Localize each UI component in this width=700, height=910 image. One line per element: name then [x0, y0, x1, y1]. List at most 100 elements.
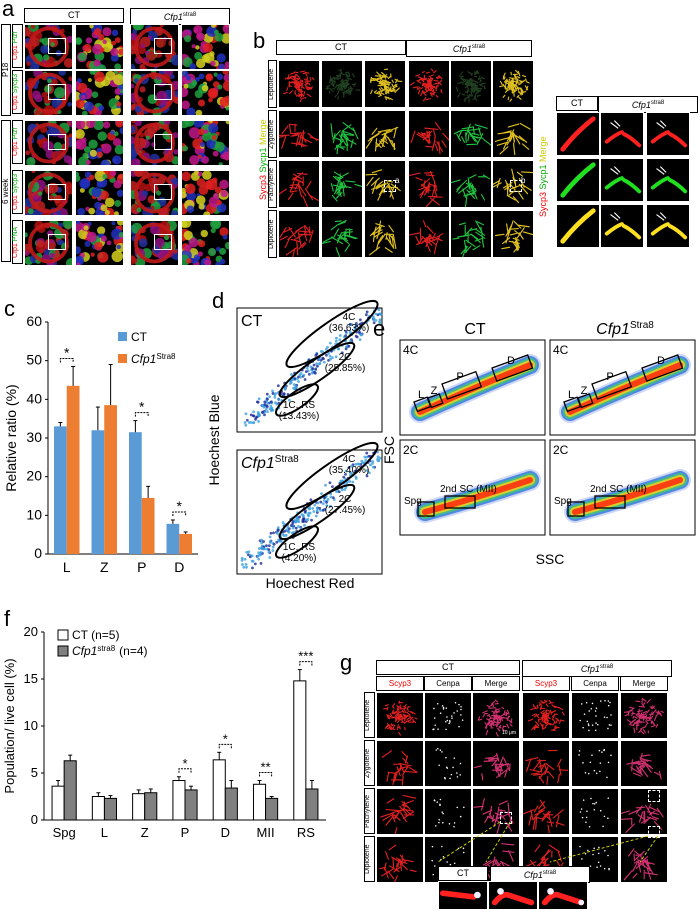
panel-e-flow-plot: 4C L Z P D [399, 339, 546, 436]
gate-name: 2nd SC (MII) [440, 484, 497, 495]
x-tick-label: D [174, 559, 184, 575]
panel-a-inset-box [48, 184, 66, 200]
panel-b-label: b [253, 28, 266, 53]
panel-b-spread-image [321, 110, 363, 158]
panel-a-age-p18 [1, 24, 11, 116]
significance-bracket [178, 768, 192, 773]
panel-b-spread-image [450, 110, 492, 158]
panel-e-flow-plot: 2C Spg 2nd SC (MII) [549, 439, 696, 536]
panel-a-zoom-image [181, 24, 230, 70]
y-tick-label: 15 [24, 671, 38, 686]
panel-a-row-label: Cfp1 PNA [12, 226, 19, 258]
panel-b-inset-b [510, 180, 522, 192]
bar [132, 793, 146, 821]
panel-a-row-label-box [12, 24, 23, 68]
significance-label: * [223, 731, 228, 746]
bar [104, 405, 117, 554]
panel-a-zoom-image [181, 120, 230, 166]
panel-d-flow-plots: CT 4C(36.63%)2C(25.85%)1C, RS(13.43%)Cfp1… [206, 299, 383, 590]
bar [265, 797, 279, 821]
y-axis-label: Population/ live cell (%) [2, 658, 17, 793]
gate-name: D [507, 355, 515, 367]
significance-bracket [259, 772, 273, 777]
gate-percent: (13.43%) [279, 411, 320, 422]
significance-bracket [134, 412, 149, 417]
panel-a-zoom-image [75, 220, 124, 266]
panel-a-row-label: Cfp1 Sycp3 [12, 73, 19, 111]
panel-g-stage-label: Leptotene [364, 699, 371, 731]
panel-g-spread-image [472, 692, 520, 739]
panel-b-inset-a-label: a [395, 176, 400, 185]
panel-g-zoom-image [538, 881, 588, 910]
panel-b-stage-box [268, 210, 277, 258]
gate-name: P [456, 371, 463, 383]
bar [103, 797, 118, 821]
panel-g-stage-label: Zygotene [364, 748, 371, 778]
gate-name: Z [581, 385, 588, 397]
panel-g-spread-image [424, 740, 472, 787]
panel-b-zoom-image [556, 158, 600, 202]
panel-b-spread-image [364, 210, 406, 258]
panel-g-spread-image [424, 692, 472, 739]
panel-g-label: g [340, 650, 353, 675]
bar [91, 796, 105, 821]
panel-d-x-axis-label: Hoechest Red [266, 575, 355, 590]
panel-a-inset-box [154, 234, 172, 250]
panel-a-label: a [2, 0, 15, 21]
panel-g-sub-header: Scyp3 [522, 676, 570, 691]
panel-b-zoom-header-ct: CT [556, 96, 598, 111]
panel-g-sub-header: Cenpa [424, 676, 472, 691]
panel-g-sub-header: Merge [620, 676, 668, 691]
panel-b-spread-image [364, 160, 406, 208]
legend-swatch [118, 332, 127, 341]
panel-a-row-label-box [12, 120, 23, 164]
panel-a-inset-box [48, 38, 66, 54]
gate-name: 4C [343, 454, 356, 465]
panel-d-label: d [212, 288, 225, 313]
y-tick-label: 40 [26, 390, 42, 406]
panel-c-chart: 0 10 20 30 40 50 60 L * Z P * D * Relative ratio (%) CT… [3, 313, 198, 575]
panel-b-inset-b-label: b [521, 176, 526, 185]
panel-e-y-axis-label: FSC [381, 436, 397, 464]
panel-a-header-ct: CT [24, 8, 124, 23]
panel-c-legend: CT Cfp1Stra8 [118, 330, 176, 366]
panel-a-inset-box [48, 134, 66, 150]
gate-name: 1C, RS [283, 542, 316, 553]
gate-percent: (25.85%) [325, 363, 366, 374]
gate [417, 501, 435, 517]
gate-name: 1C, RS [283, 400, 316, 411]
panel-g-spread-image [376, 836, 424, 883]
panel-f-legend: CT (n=5) Cfp1stra8 (n=4) [57, 628, 148, 658]
bar [172, 780, 186, 821]
panel-a-zoom-image [75, 24, 124, 70]
panel-a-inset-box [154, 134, 172, 150]
significance-label: * [177, 498, 183, 514]
gate [285, 299, 379, 369]
panel-a-inset-box [154, 38, 172, 54]
panel-b-zoom-image [646, 158, 690, 202]
panel-a-row-label: Cfp1 Sycp3 [12, 173, 19, 211]
significance-label: ** [261, 760, 271, 775]
panel-g-spread-image [620, 740, 668, 787]
panel-b-zoom-image [646, 204, 690, 248]
y-axis-label: Relative ratio (%) [3, 384, 19, 491]
panel-b-stage-label: Leptotene [268, 68, 275, 100]
panel-e-label: e [373, 316, 386, 341]
x-tick-label: L [63, 559, 71, 575]
panel-b-zoom-image [556, 112, 600, 156]
panel-g-spread-image [522, 692, 570, 739]
bar [129, 432, 142, 554]
x-tick-label: RS [297, 825, 315, 840]
panel-d-flow-plot: CT 4C(36.63%) 2C(25.85%) 1C, RS(13.43%) [236, 299, 383, 433]
panel-g-stage-label: Diplotene [364, 844, 371, 874]
panel-g-inset-mutant-1 [648, 790, 660, 802]
panel-g-spread-image [376, 788, 424, 835]
panel-g-spread-image [376, 740, 424, 787]
panel-g-spread-image [620, 836, 668, 883]
legend-label: Cfp1Stra8 [131, 352, 176, 366]
gate-percent: (4.20%) [281, 553, 316, 564]
panel-b-spread-image [450, 210, 492, 258]
panel-g-spread-image [571, 740, 619, 787]
bar [166, 523, 180, 554]
